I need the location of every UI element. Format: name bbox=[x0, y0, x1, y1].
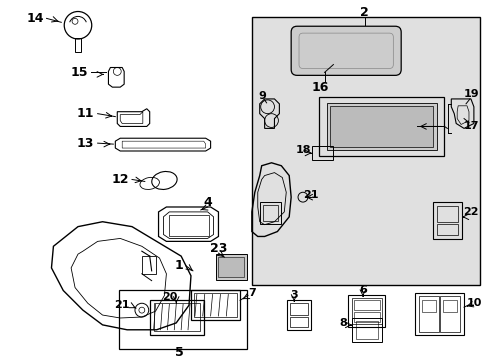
Text: 13: 13 bbox=[76, 137, 93, 150]
Bar bbox=[142, 256, 155, 274]
Bar bbox=[436, 206, 457, 222]
Text: 5: 5 bbox=[174, 346, 183, 359]
Bar bbox=[351, 298, 381, 324]
Bar bbox=[119, 291, 246, 350]
Text: 14: 14 bbox=[27, 12, 44, 25]
Bar bbox=[440, 296, 459, 332]
Bar bbox=[286, 300, 310, 330]
Text: 19: 19 bbox=[463, 89, 479, 99]
Text: 8: 8 bbox=[339, 318, 346, 328]
Bar bbox=[432, 202, 461, 239]
Text: 21: 21 bbox=[303, 190, 318, 200]
Bar bbox=[353, 300, 379, 310]
Text: 6: 6 bbox=[358, 285, 366, 296]
Text: 21: 21 bbox=[114, 300, 130, 310]
Text: 10: 10 bbox=[465, 298, 481, 308]
Bar bbox=[326, 103, 436, 150]
Text: 17: 17 bbox=[463, 121, 479, 131]
Text: 20: 20 bbox=[162, 292, 177, 302]
Bar bbox=[251, 17, 479, 285]
Bar bbox=[194, 293, 237, 317]
Bar bbox=[149, 300, 203, 335]
Text: 11: 11 bbox=[76, 107, 93, 120]
Bar bbox=[414, 293, 463, 335]
Bar bbox=[218, 257, 244, 277]
Bar bbox=[418, 296, 438, 332]
Text: 1: 1 bbox=[174, 260, 183, 273]
Bar bbox=[311, 146, 333, 160]
Bar bbox=[169, 215, 208, 237]
Bar bbox=[351, 318, 381, 342]
Bar bbox=[443, 300, 456, 312]
Text: 9: 9 bbox=[258, 91, 266, 101]
Bar bbox=[191, 291, 240, 320]
Bar bbox=[289, 317, 307, 327]
Text: 4: 4 bbox=[203, 195, 212, 208]
Text: 23: 23 bbox=[209, 242, 227, 255]
Bar bbox=[330, 106, 432, 147]
Text: 2: 2 bbox=[360, 6, 368, 19]
Bar bbox=[259, 202, 281, 224]
Bar bbox=[355, 321, 377, 339]
Bar bbox=[289, 303, 307, 315]
Text: 18: 18 bbox=[296, 145, 311, 155]
Bar bbox=[353, 312, 379, 322]
Bar bbox=[436, 224, 457, 235]
Text: 22: 22 bbox=[462, 207, 478, 217]
Text: 12: 12 bbox=[111, 173, 129, 186]
Bar bbox=[421, 300, 435, 312]
Text: 7: 7 bbox=[247, 288, 255, 298]
Bar bbox=[318, 97, 444, 156]
Bar bbox=[215, 254, 246, 280]
Bar bbox=[153, 303, 200, 331]
Bar bbox=[262, 205, 278, 221]
Text: 15: 15 bbox=[70, 66, 87, 79]
Bar bbox=[347, 296, 385, 327]
FancyBboxPatch shape bbox=[290, 26, 400, 75]
Text: 3: 3 bbox=[290, 291, 297, 300]
Text: 16: 16 bbox=[311, 81, 328, 94]
